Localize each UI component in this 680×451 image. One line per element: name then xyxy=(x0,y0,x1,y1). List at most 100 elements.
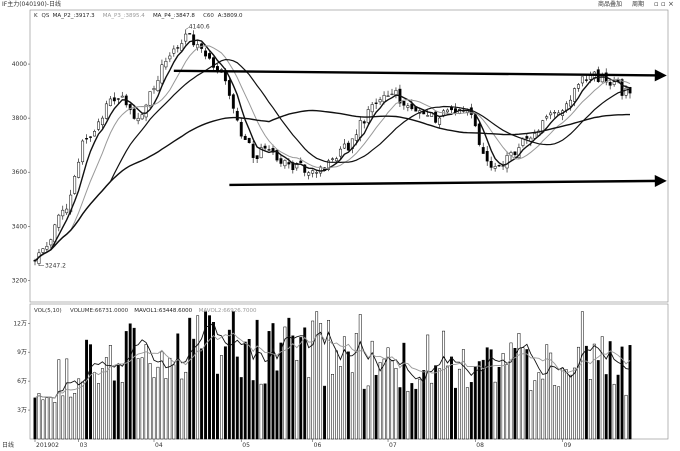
volume-bar xyxy=(477,361,481,440)
volume-bar xyxy=(580,311,584,440)
volume-bar xyxy=(430,382,434,440)
volume-bar xyxy=(410,383,414,440)
candle-body xyxy=(426,115,430,117)
candle-body xyxy=(140,114,144,120)
volume-bar xyxy=(128,323,132,440)
volume-bar xyxy=(160,351,164,440)
candle-body xyxy=(188,33,192,35)
candle-body xyxy=(386,95,390,97)
low-price-label: 3247.2 xyxy=(45,263,66,270)
header-item: K xyxy=(34,13,38,19)
candle-body xyxy=(477,123,481,145)
volume-bar xyxy=(81,381,85,440)
candle-body xyxy=(49,239,53,246)
period-label: 日线 xyxy=(2,441,14,449)
volume-bar xyxy=(120,382,124,440)
volume-bar xyxy=(485,347,489,440)
volume-bar xyxy=(212,321,215,440)
volume-bar xyxy=(164,378,168,440)
volume-bar xyxy=(93,372,96,440)
volume-bar xyxy=(422,370,426,440)
date-tick-label: 05 xyxy=(242,442,250,449)
volume-bar xyxy=(362,388,366,440)
price-tick-label: 4000 xyxy=(12,61,27,68)
overlay-commodity-button[interactable]: 商品叠加 xyxy=(598,1,623,8)
moving-average-lines xyxy=(34,39,631,262)
candle-body xyxy=(243,135,247,140)
volume-bar xyxy=(576,346,580,440)
date-tick-label: 06 xyxy=(314,442,322,449)
volume-ma-line xyxy=(34,332,631,399)
volume-bar xyxy=(124,331,128,440)
trend-arrow xyxy=(229,174,667,187)
volume-bar xyxy=(414,388,418,440)
volume-bar xyxy=(327,319,330,440)
header-item: MA_P2_:3917.3 xyxy=(53,13,95,19)
candle-body xyxy=(275,149,279,161)
volume-bar xyxy=(188,317,192,440)
ma-line xyxy=(34,109,630,262)
volume-bar xyxy=(398,387,402,440)
candle-body xyxy=(612,81,616,85)
candle-body xyxy=(227,80,231,96)
volume-indicator-header: VOL(5,10) VOLUME:66731.0000 MAVOL1:63448.6… xyxy=(34,308,257,314)
period-button[interactable]: 周期 xyxy=(632,1,645,8)
volume-bar xyxy=(442,330,446,440)
volume-bar xyxy=(517,333,521,440)
candle-body xyxy=(61,209,65,217)
candle-body xyxy=(608,82,612,86)
volume-bar xyxy=(505,364,509,440)
volume-bar xyxy=(243,341,247,440)
header-item: MA_P3_:3895.4 xyxy=(103,13,145,19)
volume-bar xyxy=(33,397,37,440)
volume-bar xyxy=(231,311,235,440)
volume-bar xyxy=(227,329,231,440)
candle-body xyxy=(628,87,632,94)
volume-bar xyxy=(156,366,160,440)
candle-body xyxy=(73,176,77,194)
volume-bar xyxy=(235,356,239,440)
volume-bar xyxy=(152,377,156,440)
volume-bar xyxy=(501,353,505,440)
volume-bar xyxy=(406,390,410,440)
candle-body xyxy=(620,79,624,96)
volume-bar xyxy=(208,315,211,440)
volume-bar xyxy=(73,393,77,440)
volume-bar xyxy=(287,317,291,440)
volume-bar xyxy=(279,342,283,440)
high-price-leader xyxy=(185,27,189,30)
trend-arrow xyxy=(173,69,667,82)
volume-bar xyxy=(545,344,549,440)
price-tick-label: 3200 xyxy=(12,277,27,284)
candle-body xyxy=(267,149,271,151)
candle-body xyxy=(569,99,572,107)
volume-bar xyxy=(461,349,465,440)
candle-body xyxy=(208,53,211,59)
volume-bar xyxy=(386,347,390,440)
candle-body xyxy=(128,104,132,111)
candle-body xyxy=(291,162,295,170)
volume-bar xyxy=(426,334,430,440)
volume-bar xyxy=(370,340,374,440)
volume-bar xyxy=(104,357,108,440)
volume-tick-label: 12万 xyxy=(13,320,27,327)
date-tick-label: 08 xyxy=(476,442,484,449)
header-item: MAVOL2:66926.7000 xyxy=(199,308,257,314)
volume-bar xyxy=(366,385,370,440)
volume-bar xyxy=(204,311,208,440)
candle-body xyxy=(335,158,338,162)
candle-body xyxy=(247,137,251,144)
volume-bar xyxy=(561,367,565,440)
volume-bar xyxy=(247,338,251,440)
volume-bar xyxy=(319,323,323,440)
candle-body xyxy=(97,121,100,130)
volume-bar xyxy=(251,380,255,440)
candle-body xyxy=(152,88,156,91)
candle-body xyxy=(311,170,315,174)
window-controls[interactable]: ▫ ▫ × xyxy=(654,0,674,8)
volume-bar xyxy=(418,378,422,440)
volume-bar xyxy=(100,368,104,440)
header-item: MAVOL1:63448.6000 xyxy=(134,308,192,314)
candle-body xyxy=(77,161,81,178)
volume-bar xyxy=(358,314,362,440)
